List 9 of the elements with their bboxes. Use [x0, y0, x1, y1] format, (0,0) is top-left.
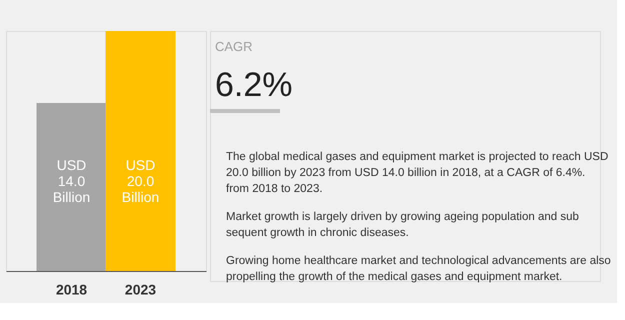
data-label: USD 14.0 Billion [52, 157, 90, 205]
text: Market growth is largely driven by growing ageing population and sub sequent growth in chronic diseases. [226, 211, 579, 239]
x-tick-label: 2018 [56, 282, 88, 298]
x-tick-label: 2023 [124, 282, 156, 298]
text: 6.2% [215, 66, 292, 104]
data-label: USD 20.0 Billion [122, 157, 160, 205]
text: Growing home healthcare market and technological advancements are also propelling the growth of the medical gases and equipment market. [226, 255, 611, 283]
text: The global medical gases and equipment market is projected to reach USD 20.0 billion by 2023 from USD 14.0 billion in 2018, at a CAGR of 6.4%. from 2018 to 2023. [226, 151, 608, 195]
text: CAGR [215, 39, 253, 54]
